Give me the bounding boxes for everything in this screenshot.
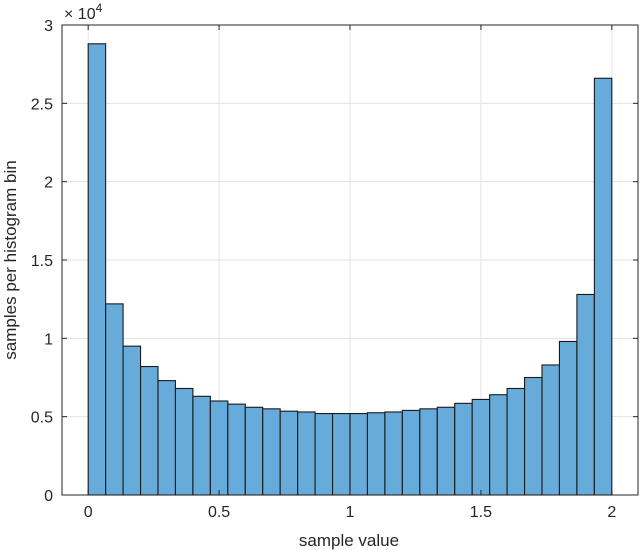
histogram-bar: [436, 406, 456, 496]
histogram-bar: [244, 406, 264, 496]
histogram-bar: [174, 387, 194, 496]
histogram-bar: [576, 293, 595, 496]
y-tick-label: 3: [44, 18, 53, 35]
x-tick-label: 1.5: [470, 504, 492, 521]
histogram-bar: [366, 412, 386, 496]
y-tick-label: 2.5: [31, 96, 53, 113]
histogram-bar: [262, 408, 281, 496]
histogram-bar: [105, 303, 124, 496]
x-tick-label: 0.5: [208, 504, 230, 521]
histogram-bar: [209, 400, 229, 496]
y-tick-label: 0: [44, 488, 53, 505]
histogram-bar: [157, 380, 177, 496]
y-tick-label: 2: [44, 175, 53, 192]
histogram-bar: [489, 394, 508, 496]
histogram-bar: [384, 411, 403, 496]
tick-labels: 0 0.5 1 1.5 2 0 0.5 1 1.5 2 2.5 3: [31, 18, 617, 521]
histogram-bar: [349, 412, 369, 496]
y-exponent-label: × 104: [64, 1, 103, 23]
histogram-bar: [279, 410, 299, 496]
histogram-bar: [419, 408, 438, 496]
axes: [61, 24, 639, 496]
x-tick-label: 2: [607, 504, 616, 521]
histogram-bar: [87, 43, 107, 496]
histogram-bars: [87, 43, 613, 496]
histogram-bar: [314, 412, 334, 496]
x-tick-label: 0: [84, 504, 93, 521]
x-axis-label: sample value: [299, 531, 399, 550]
histogram-bar: [506, 387, 526, 496]
histogram-bar: [139, 365, 159, 496]
histogram-bar: [541, 364, 561, 496]
x-tick-label: 1: [346, 504, 355, 521]
histogram-bar: [122, 345, 142, 496]
histogram-bar: [192, 395, 211, 496]
histogram-bar: [227, 403, 246, 496]
y-tick-label: 0.5: [31, 410, 53, 427]
y-axis-label: samples per histogram bin: [1, 160, 20, 359]
y-tick-label: 1.5: [31, 253, 53, 270]
histogram-bar: [523, 376, 543, 496]
histogram-bar: [454, 402, 473, 496]
histogram-bar: [331, 412, 351, 496]
y-tick-label: 1: [44, 331, 53, 348]
histogram-bar: [297, 411, 316, 496]
histogram-bar: [401, 409, 421, 496]
histogram-bar: [558, 340, 578, 496]
histogram-bar: [471, 398, 491, 496]
histogram-bar: [593, 77, 613, 496]
